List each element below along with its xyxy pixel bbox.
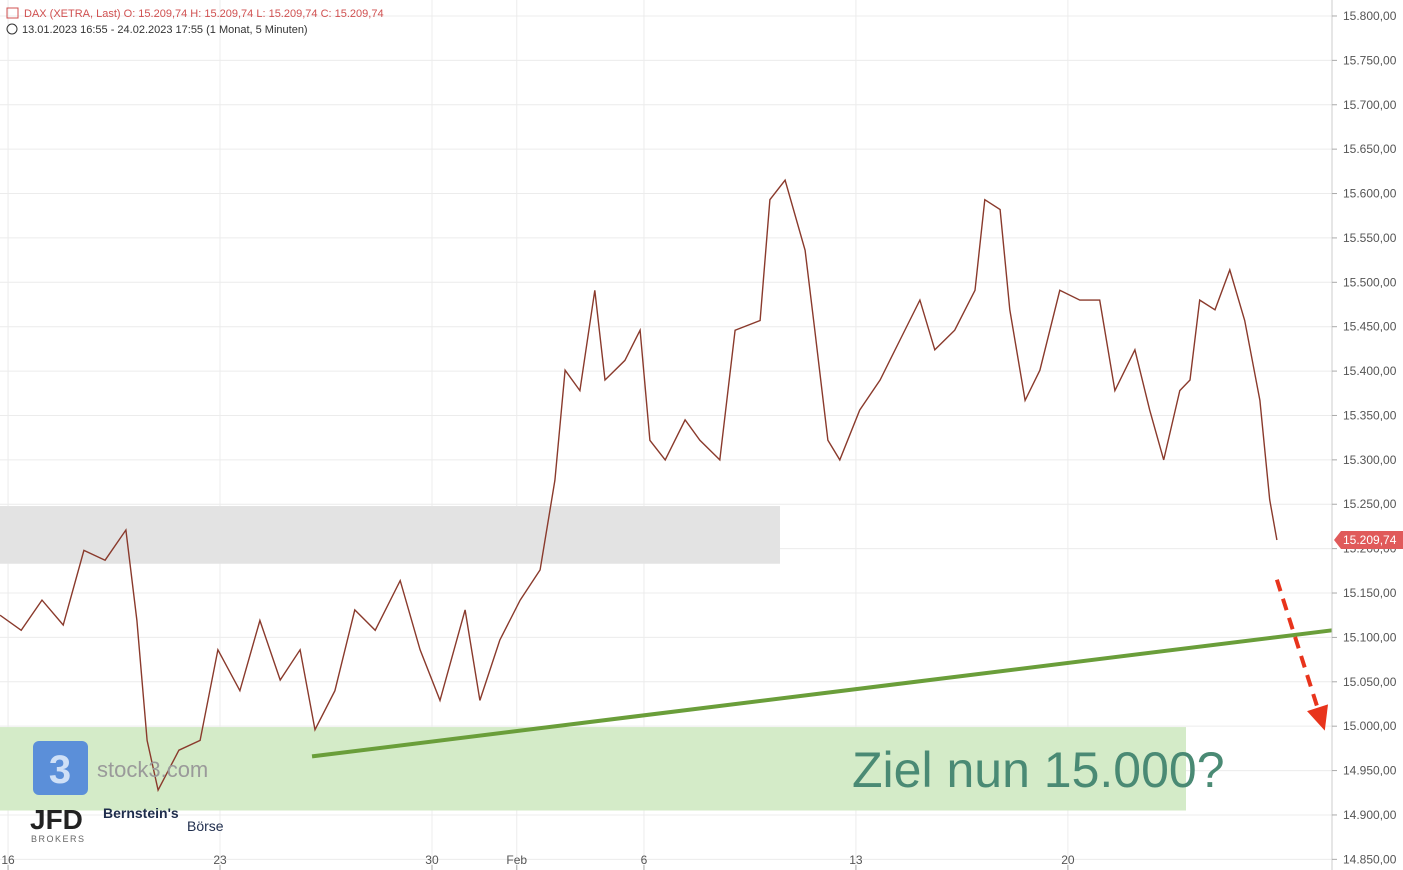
y-tick-label: 15.250,00 bbox=[1343, 497, 1397, 511]
header-quote: DAX (XETRA, Last) O: 15.209,74 H: 15.209… bbox=[24, 8, 384, 20]
y-tick-label: 15.350,00 bbox=[1343, 408, 1397, 422]
y-tick-label: 15.050,00 bbox=[1343, 675, 1397, 689]
logo-icon bbox=[33, 741, 88, 795]
boerse-logo: Börse bbox=[187, 818, 224, 834]
y-tick-label: 15.650,00 bbox=[1343, 142, 1397, 156]
y-tick-label: 15.100,00 bbox=[1343, 630, 1397, 644]
y-tick-label: 15.400,00 bbox=[1343, 364, 1397, 378]
zone bbox=[0, 506, 780, 564]
y-tick-label: 15.750,00 bbox=[1343, 53, 1397, 67]
bernstein-logo: Bernstein's bbox=[103, 805, 179, 821]
y-tick-label: 14.950,00 bbox=[1343, 764, 1397, 778]
price-tag bbox=[1334, 530, 1403, 549]
y-tick-label: 15.150,00 bbox=[1343, 586, 1397, 600]
y-tick-label: 15.300,00 bbox=[1343, 453, 1397, 467]
x-tick-label: 30 bbox=[425, 853, 439, 867]
header-range: 13.01.2023 16:55 - 24.02.2023 17:55 (1 M… bbox=[22, 24, 308, 36]
y-tick-label: 14.850,00 bbox=[1343, 852, 1397, 866]
jfd-logo: JFD bbox=[30, 804, 83, 835]
x-tick-label: 13 bbox=[849, 853, 863, 867]
logo-icon-text: 3 bbox=[49, 748, 71, 792]
x-tick-label: Feb bbox=[506, 853, 527, 867]
y-tick-label: 14.900,00 bbox=[1343, 808, 1397, 822]
y-tick-label: 15.600,00 bbox=[1343, 187, 1397, 201]
y-axis-panel bbox=[1332, 0, 1403, 870]
clock-icon bbox=[6, 23, 18, 35]
y-tick-label: 15.000,00 bbox=[1343, 719, 1397, 733]
annotation: Ziel nun 15.000? bbox=[852, 742, 1225, 798]
target-arrow bbox=[1274, 579, 1320, 709]
y-tick-label: 15.700,00 bbox=[1343, 98, 1397, 112]
stock3-logo: 3 stock3.com bbox=[33, 741, 208, 795]
icon bbox=[6, 7, 19, 19]
arrow-head bbox=[1307, 704, 1329, 731]
y-tick-label: 15.550,00 bbox=[1343, 231, 1397, 245]
logo-text: stock3.com bbox=[97, 757, 208, 782]
x-tick-label: 20 bbox=[1061, 853, 1075, 867]
trend-line bbox=[311, 628, 1333, 759]
jfd-sub: BROKERS bbox=[31, 834, 86, 844]
y-tick-label: 15.450,00 bbox=[1343, 320, 1397, 334]
x-tick-label: 6 bbox=[641, 853, 648, 867]
y-tick-label: 15.500,00 bbox=[1343, 275, 1397, 289]
price-line bbox=[0, 178, 1278, 793]
x-tick-label: 16 bbox=[1, 853, 15, 867]
x-tick-label: 23 bbox=[213, 853, 227, 867]
y-tick-label: 15.800,00 bbox=[1343, 9, 1397, 23]
price-tag-label: 15.209,74 bbox=[1343, 533, 1397, 547]
